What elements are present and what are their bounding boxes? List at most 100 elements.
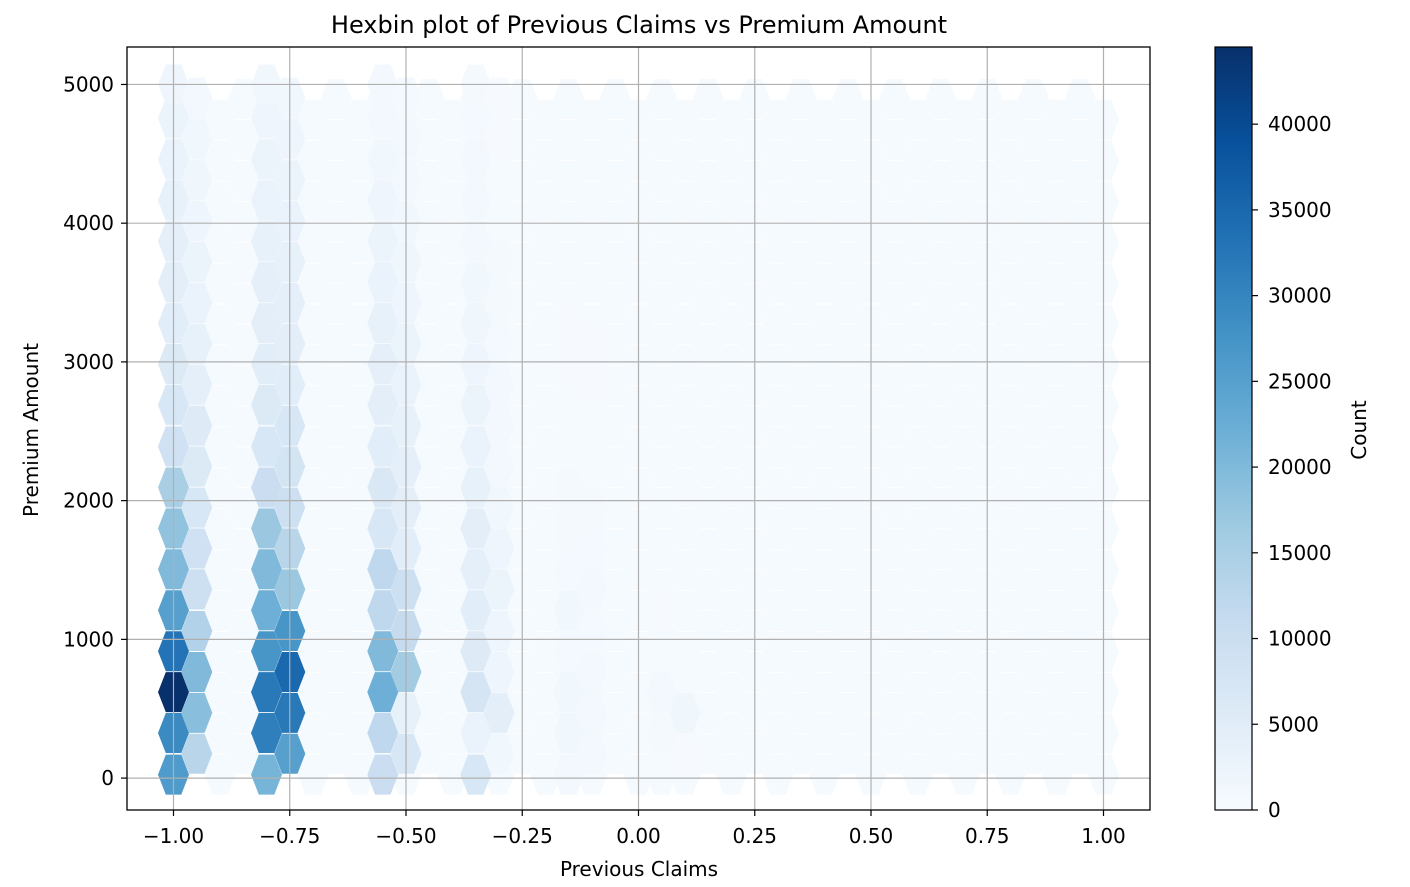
hexbin-cell-background (669, 345, 701, 386)
hexbin-cell-background (344, 140, 375, 181)
hexbin-cell-background (716, 263, 747, 304)
hexbin-cell-background (809, 304, 840, 345)
hexbin-cell-background (1018, 447, 1050, 488)
hexbin-cell-background (646, 324, 678, 365)
hexbin-cell-background (1064, 324, 1096, 365)
colorbar-tick-label: 10000 (1268, 627, 1332, 651)
hexbin-cell-background (692, 447, 724, 488)
hexbin-cell-background (716, 345, 747, 386)
hexbin-cell-background (437, 427, 468, 468)
hexbin-cell-background (925, 570, 957, 611)
hexbin-cell (460, 590, 492, 631)
hexbin-cell-background (297, 713, 329, 754)
hexbin-cell-background (832, 79, 864, 119)
colorbar: 0 5000 10000 15000 20000 25000 30000 35000 40000… (1214, 46, 1371, 822)
hexbin-cell-background (902, 550, 933, 590)
hexbin-cell (576, 405, 608, 446)
hexbin-cell-background (413, 324, 445, 365)
hexbin-cell (483, 733, 515, 774)
hexbin-cell-background (925, 611, 957, 651)
hexbin-cell (576, 446, 608, 487)
hexbin-cell (251, 426, 282, 467)
hexbin-cell (460, 262, 492, 303)
hexbin-cell-background (297, 386, 329, 427)
hexbin-cell-background (878, 201, 910, 242)
colorbar-ticks: 0 5000 10000 15000 20000 25000 30000 35000 40000 (1252, 112, 1332, 822)
hexbin-cell-background (297, 590, 329, 631)
hexbin-cell-background (413, 692, 445, 733)
hexbin-cell (483, 323, 515, 364)
hexbin-cell (553, 549, 585, 590)
colorbar-label: Count (1347, 400, 1371, 460)
hexbin-cell-background (692, 324, 724, 365)
hexbin-cell-background (948, 427, 980, 468)
hexbin-cell (181, 201, 213, 242)
chart-title: Hexbin plot of Previous Claims vs Premiu… (331, 11, 947, 39)
hexbin-cell (460, 180, 492, 221)
x-tick-label: 0.75 (965, 824, 1010, 848)
colorbar-tick-label: 5000 (1268, 712, 1319, 736)
hexbin-cell-background (925, 242, 957, 283)
hexbin-cell-background (762, 99, 794, 140)
hexbin-cell (576, 364, 608, 405)
y-tick-label: 2000 (63, 489, 114, 513)
hexbin-cell-background (948, 222, 980, 263)
hexbin-cell (460, 139, 492, 180)
hexbin-cell (251, 631, 282, 672)
hexbin-cell-background (437, 631, 468, 672)
hexbin-cell (669, 733, 701, 774)
hexbin-cell-background (692, 201, 724, 242)
hexbin-cell-background (646, 242, 678, 283)
hexbin-cell-background (948, 672, 980, 713)
hexbin-cell-background (902, 509, 933, 550)
hexbin-cell-background (530, 386, 561, 427)
hexbin-cell-background (646, 283, 678, 324)
hexbin-cell-background (599, 79, 631, 119)
hexbin-cell-background (646, 365, 678, 406)
hexbin-cell (483, 242, 515, 282)
hexbin-cell (251, 180, 282, 221)
hexbin-cell-background (948, 509, 980, 550)
hexbin-cell-background (669, 386, 701, 427)
hexbin-cell-background (948, 140, 980, 181)
hexbin-cell (251, 713, 282, 753)
hexbin-cell (251, 754, 282, 795)
hexbin-cell (576, 692, 608, 733)
hexbin-cell-background (762, 550, 794, 590)
hexbin-cell-background (762, 713, 794, 754)
hexbin-cell-background (227, 201, 259, 242)
hexbin-cell-background (344, 672, 375, 713)
hexbin-cell-background (716, 672, 747, 713)
hexbin-cell-background (925, 488, 957, 529)
y-tick-label: 1000 (63, 627, 114, 651)
hexbin-cell-background (809, 631, 840, 672)
hexbin-cell-background (437, 550, 468, 590)
hexbin-cell-background (530, 99, 561, 140)
hexbin-cell-background (227, 79, 259, 119)
y-tick-label: 5000 (63, 72, 114, 96)
hexbin-cell-background (995, 345, 1026, 386)
hexbin-cell-background (902, 263, 933, 304)
hexbin-cell-background (599, 652, 631, 692)
hexbin-cell (251, 467, 282, 508)
hexbin-cell-background (437, 509, 468, 550)
hexbin-cell-background (204, 550, 236, 590)
hexbin-cell-background (344, 99, 375, 140)
hexbin-cell-background (320, 447, 352, 488)
hexbin-cell (483, 446, 515, 487)
hexbin-cell-background (878, 692, 910, 733)
hexbin-cell (553, 344, 585, 384)
hexbin-cell-background (297, 672, 329, 713)
hexbin-cell (460, 344, 492, 384)
hexbin-cell-background (599, 488, 631, 529)
colorbar-tick-label: 0 (1268, 798, 1281, 822)
hexbin-cell (576, 487, 608, 528)
hexbin-cell-background (785, 242, 817, 283)
hexbin-cell-background (832, 160, 864, 201)
hexbin-cell-background (1018, 283, 1050, 324)
hexbin-cell (483, 528, 515, 569)
hexbin-cell (669, 652, 701, 692)
hexbin-cell-background (832, 733, 864, 774)
hexbin-cell-background (1064, 488, 1096, 529)
hexbin-cell-background (599, 365, 631, 406)
